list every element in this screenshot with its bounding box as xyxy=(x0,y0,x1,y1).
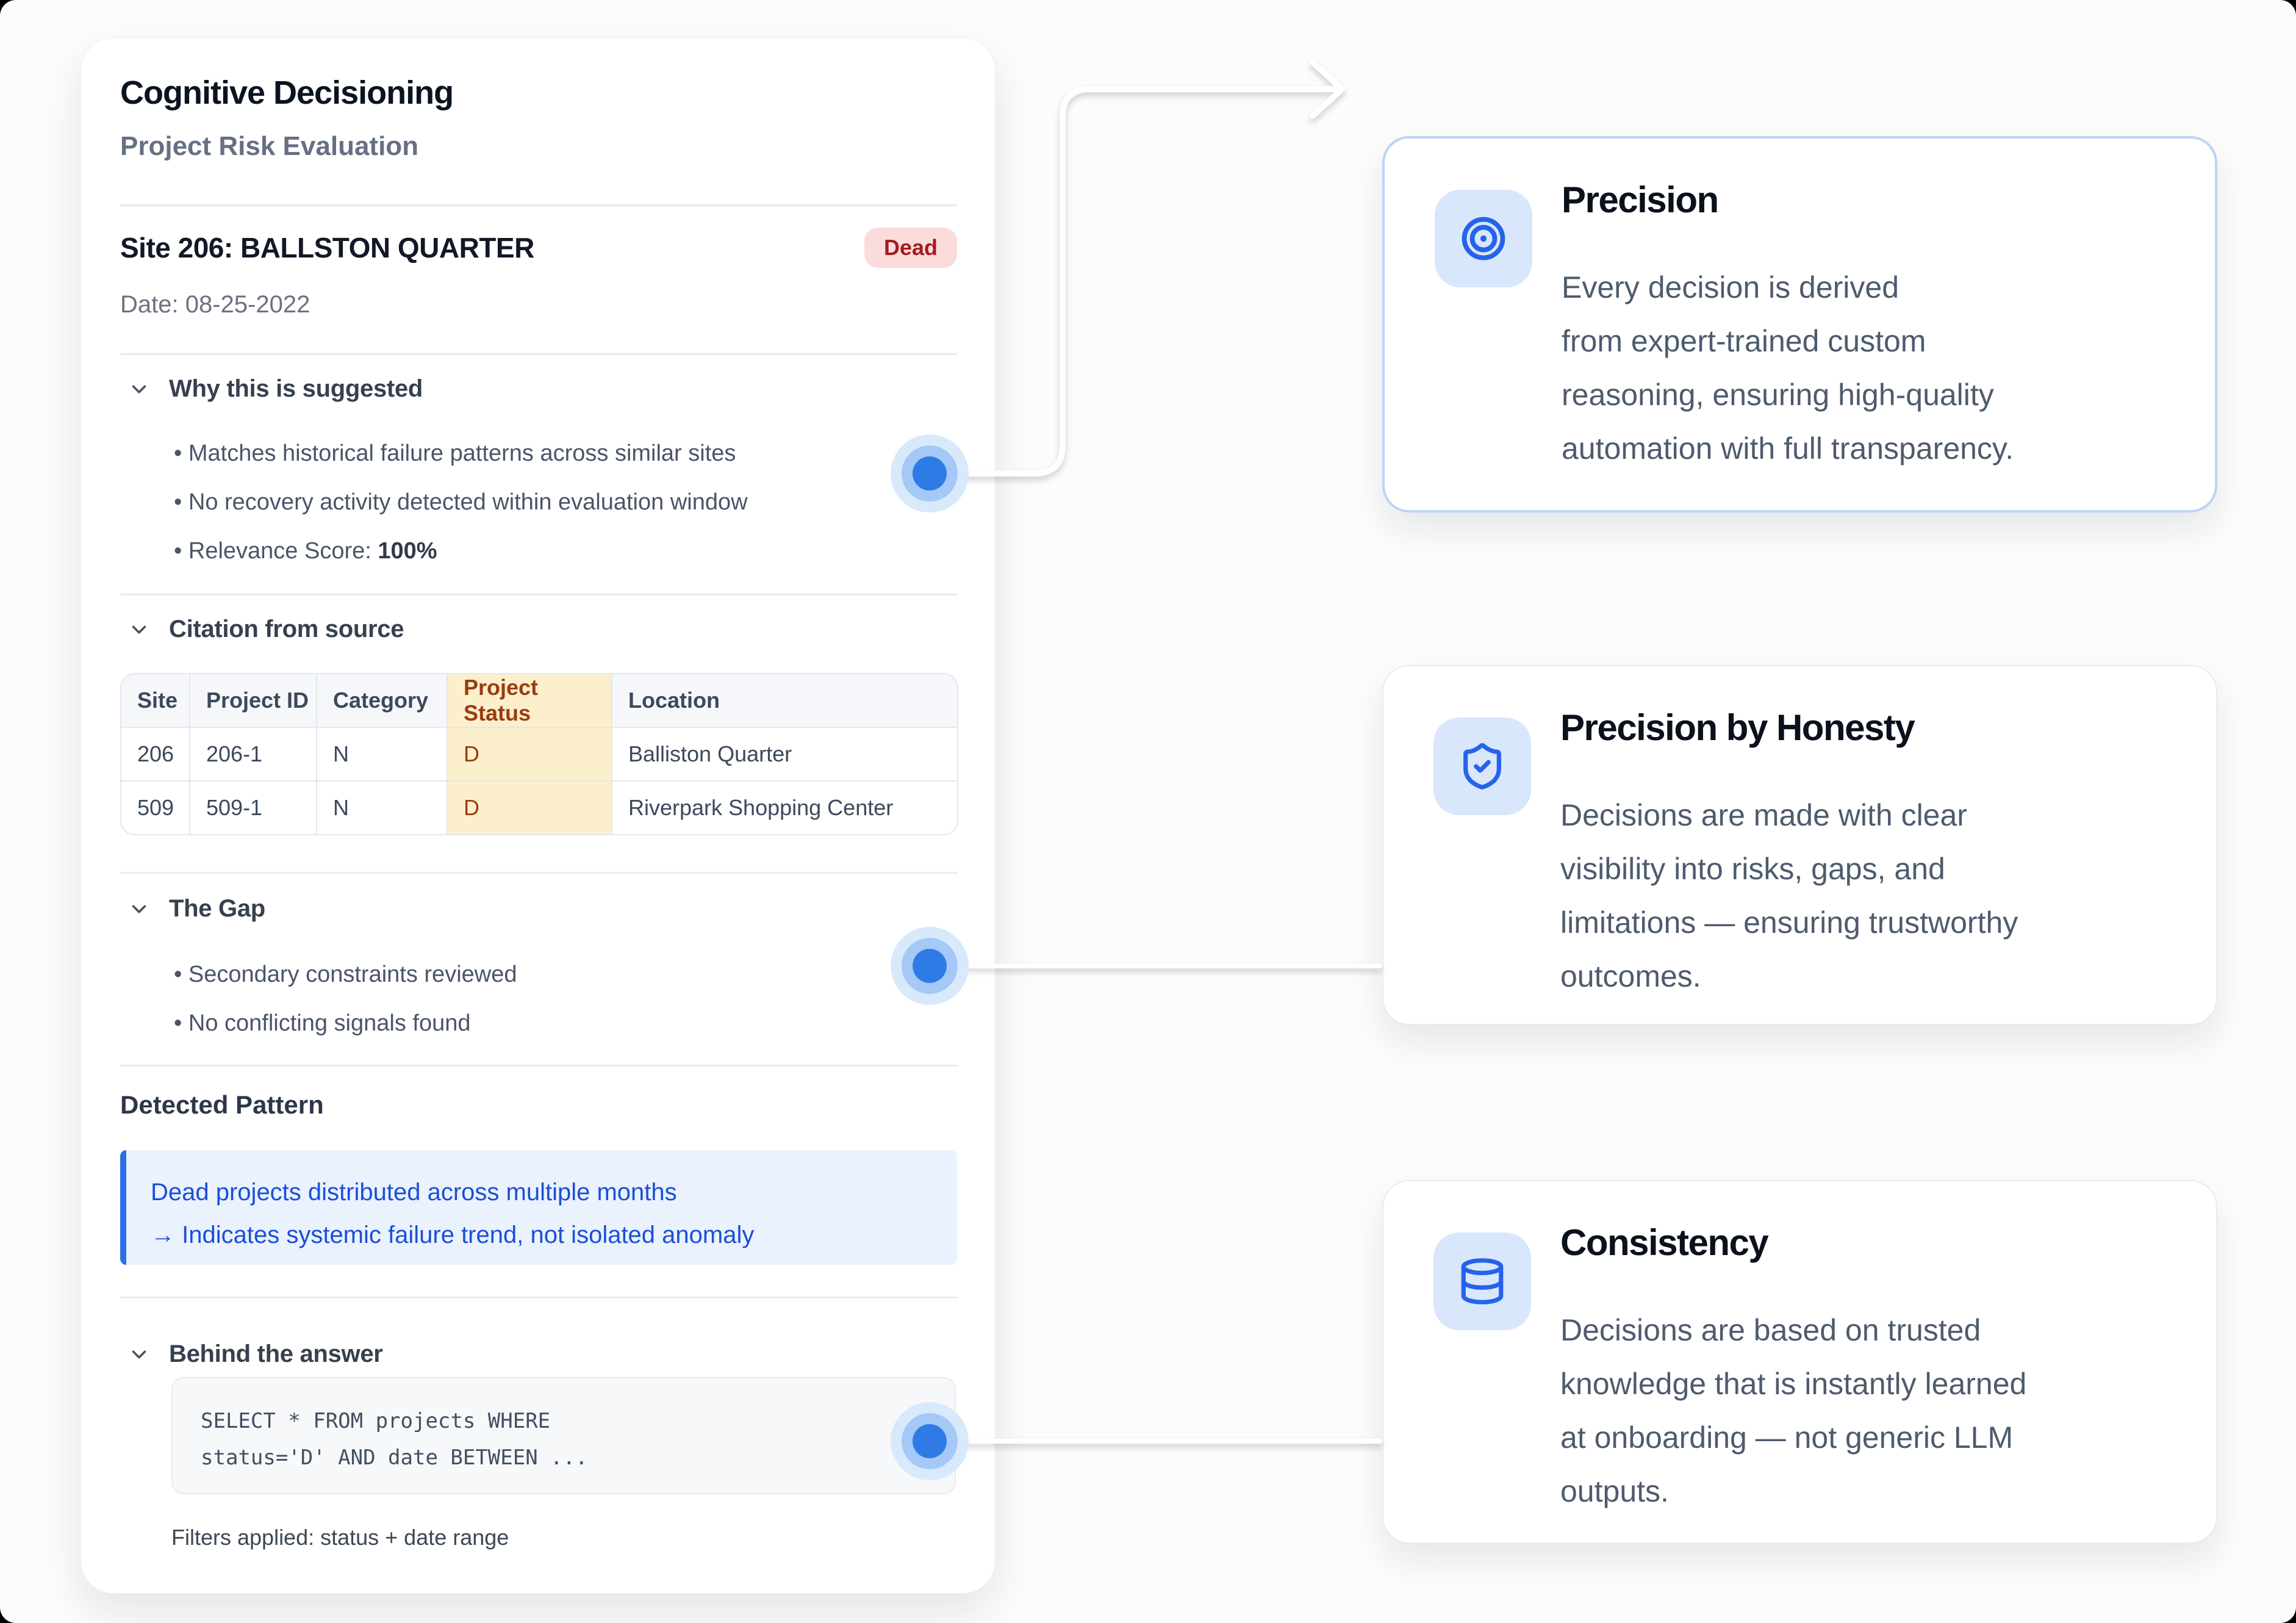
feature-title: Precision by Honesty xyxy=(1560,707,1915,748)
feature-icon-box xyxy=(1433,1233,1531,1330)
feature-body: Decisions are based on trusted knowledge… xyxy=(1560,1313,2027,1508)
divider xyxy=(120,1065,957,1067)
table-cell: 206 xyxy=(120,728,190,782)
chevron-down-icon xyxy=(132,385,146,393)
card-title: Cognitive Decisioning xyxy=(120,74,454,111)
chevron-down-icon xyxy=(132,1350,146,1358)
citation-table: Site Project ID Category Project Status … xyxy=(120,673,958,835)
connector-node xyxy=(891,434,969,513)
target-icon xyxy=(1462,217,1505,261)
table-cell: 509 xyxy=(120,782,190,835)
section-title: Citation from source xyxy=(169,616,404,642)
divider xyxy=(120,872,957,874)
feature-title: Precision xyxy=(1562,179,1719,220)
list-item: No recovery activity detected within eva… xyxy=(174,478,748,527)
arrowhead-icon xyxy=(1310,59,1345,119)
table-cell: N xyxy=(317,782,448,835)
why-bullet-list: Matches historical failure patterns acro… xyxy=(174,429,748,575)
list-item: Matches historical failure patterns acro… xyxy=(174,429,748,478)
site-heading: Site 206: BALLSTON QUARTER xyxy=(120,232,534,264)
cognitive-decisioning-card: Cognitive Decisioning Project Risk Evalu… xyxy=(81,38,996,1594)
feature-icon-box xyxy=(1433,718,1531,815)
chevron-down-icon xyxy=(132,625,146,633)
table-cell-highlighted: D xyxy=(448,728,612,782)
table-cell: Balliston Quarter xyxy=(612,728,958,782)
connector-node-core xyxy=(913,456,947,491)
site-header-row: Site 206: BALLSTON QUARTER Dead xyxy=(120,221,957,274)
feature-body: Every decision is derived from expert-tr… xyxy=(1562,270,2014,466)
feature-title: Consistency xyxy=(1560,1222,1769,1263)
divider xyxy=(120,353,957,355)
detected-pattern-title: Detected Pattern xyxy=(120,1090,324,1119)
divider xyxy=(120,594,957,596)
chevron-down-icon xyxy=(132,905,146,913)
list-item: No conflicting signals found xyxy=(174,999,517,1048)
section-why-toggle[interactable]: Why this is suggested xyxy=(127,375,423,403)
column-header: Site xyxy=(120,673,190,728)
table-cell: 509-1 xyxy=(190,782,317,835)
card-subtitle: Project Risk Evaluation xyxy=(120,131,419,161)
connector-node-ring xyxy=(902,445,958,502)
shield-check-icon xyxy=(1463,743,1501,790)
feature-icon-box xyxy=(1435,190,1532,287)
filters-caption: Filters applied: status + date range xyxy=(171,1525,509,1550)
feature-card-precision: Precision Every decision is derived from… xyxy=(1382,136,2217,513)
divider xyxy=(120,204,957,206)
connector-node-core xyxy=(913,949,947,983)
status-badge: Dead xyxy=(864,228,957,268)
relevance-value: 100% xyxy=(378,538,437,564)
connector-node-ring xyxy=(902,938,958,994)
table-row: 206 206-1 N D Balliston Quarter xyxy=(120,728,958,782)
section-title: The Gap xyxy=(169,895,265,922)
table-cell: 206-1 xyxy=(190,728,317,782)
section-title: Why this is suggested xyxy=(169,375,423,402)
connector-node-ring xyxy=(902,1413,958,1469)
database-icon xyxy=(1461,1258,1504,1305)
list-item: Relevance Score: 100% xyxy=(174,527,748,575)
feature-card-consistency: Consistency Decisions are based on trust… xyxy=(1382,1180,2217,1544)
list-item: Secondary constraints reviewed xyxy=(174,950,517,999)
relevance-label: Relevance Score: xyxy=(188,538,378,564)
table-cell-highlighted: D xyxy=(448,782,612,835)
sql-query-text: SELECT * FROM projects WHERE status='D' … xyxy=(201,1409,588,1470)
gap-bullet-list: Secondary constraints reviewed No confli… xyxy=(174,950,517,1048)
column-header: Category xyxy=(317,673,448,728)
date-label: Date: 08-25-2022 xyxy=(120,291,310,318)
feature-body: Decisions are made with clear visibility… xyxy=(1560,798,2018,993)
table-cell: N xyxy=(317,728,448,782)
column-header-highlighted: Project Status xyxy=(448,673,612,728)
column-header: Project ID xyxy=(190,673,317,728)
connector-node xyxy=(891,1402,969,1480)
section-title: Behind the answer xyxy=(169,1341,383,1367)
detected-pattern-callout: Dead projects distributed across multipl… xyxy=(120,1150,957,1265)
section-citation-toggle[interactable]: Citation from source xyxy=(127,616,404,643)
feature-card-precision-by-honesty: Precision by Honesty Decisions are made … xyxy=(1382,665,2217,1025)
sql-code-block: SELECT * FROM projects WHERE status='D' … xyxy=(171,1377,956,1494)
table-header-row: Site Project ID Category Project Status … xyxy=(120,673,958,728)
section-gap-toggle[interactable]: The Gap xyxy=(127,895,265,923)
connector-node xyxy=(891,927,969,1005)
section-behind-toggle[interactable]: Behind the answer xyxy=(127,1341,383,1368)
column-header: Location xyxy=(612,673,958,728)
divider xyxy=(120,1297,957,1298)
table-row: 509 509-1 N D Riverpark Shopping Center xyxy=(120,782,958,835)
connector-node-core xyxy=(913,1424,947,1458)
table-cell: Riverpark Shopping Center xyxy=(612,782,958,835)
